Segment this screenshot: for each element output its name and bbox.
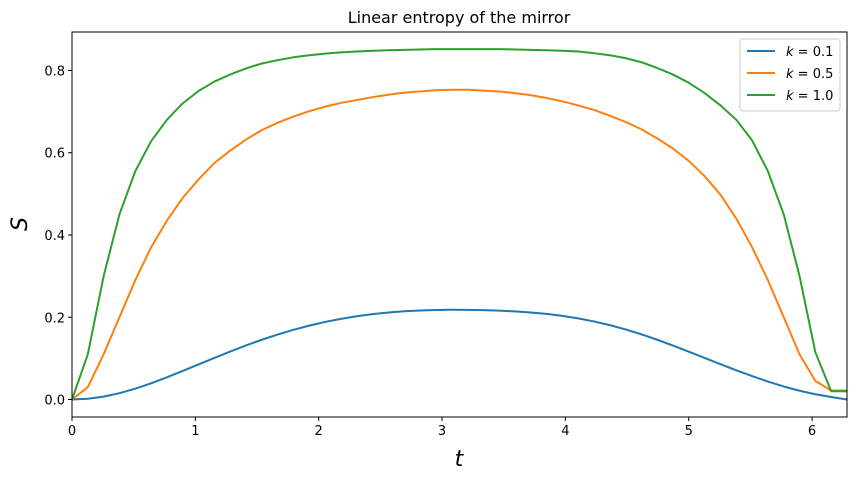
x-tick-label: 4 [561, 424, 569, 439]
y-tick-label: 0.6 [44, 147, 65, 162]
x-tick-label: 3 [438, 424, 446, 439]
y-axis-title: S [8, 217, 33, 231]
legend-label-1: k = 0.1 [786, 45, 833, 60]
x-axis-title: t [455, 447, 465, 472]
x-tick-label: 0 [68, 424, 76, 439]
x-tick-label: 6 [808, 424, 816, 439]
plot-frame [71, 31, 848, 418]
x-tick-label: 5 [685, 424, 693, 439]
y-tick-label: 0.2 [44, 311, 65, 326]
plot-area [71, 48, 848, 401]
x-tick-label: 1 [191, 424, 199, 439]
legend-box [739, 38, 841, 112]
legend-label-2: k = 0.5 [786, 67, 833, 82]
chart-title: Linear entropy of the mirror [348, 8, 571, 27]
y-tick-label: 0.4 [44, 229, 65, 244]
axis-ticks: 0 1 2 3 4 5 6 0.0 0.2 0.4 0.6 0.8 [44, 64, 816, 439]
legend-label-3: k = 1.0 [786, 89, 833, 104]
y-tick-label: 0.0 [44, 394, 65, 409]
series-line-2 [71, 88, 847, 401]
legend: k = 0.1 k = 0.5 k = 1.0 [739, 38, 841, 112]
series-line-1 [71, 308, 848, 401]
y-tick-label: 0.8 [44, 64, 65, 79]
series-line-3 [71, 48, 847, 400]
x-tick-label: 2 [315, 424, 323, 439]
